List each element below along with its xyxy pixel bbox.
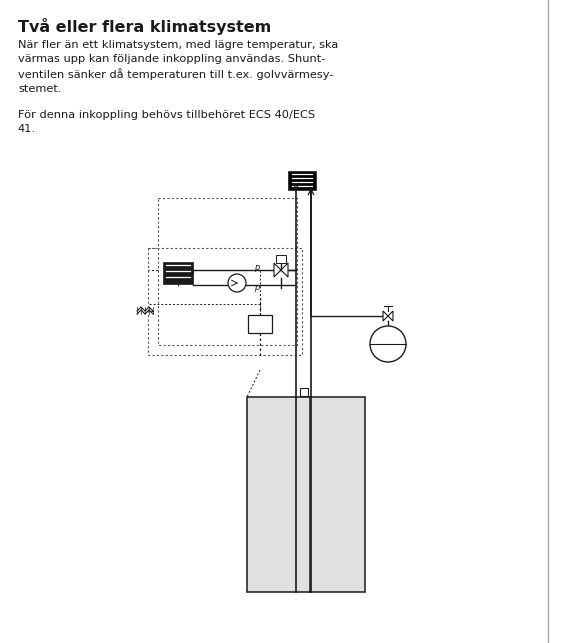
- Polygon shape: [274, 263, 281, 277]
- Polygon shape: [388, 311, 393, 321]
- Circle shape: [228, 274, 246, 292]
- Polygon shape: [281, 263, 288, 277]
- Bar: [276, 255, 286, 263]
- Bar: [288, 171, 316, 190]
- Bar: [163, 262, 193, 284]
- Text: p: p: [255, 282, 260, 291]
- Bar: [300, 388, 308, 396]
- Text: Två eller flera klimatsystem: Två eller flera klimatsystem: [18, 18, 271, 35]
- Bar: [247, 397, 365, 592]
- Text: p: p: [255, 264, 260, 273]
- Circle shape: [370, 326, 406, 362]
- Text: När fler än ett klimatsystem, med lägre temperatur, ska
värmas upp kan följande : När fler än ett klimatsystem, med lägre …: [18, 40, 338, 94]
- Polygon shape: [383, 311, 388, 321]
- Bar: [248, 315, 272, 333]
- Text: För denna inkoppling behövs tillbehöret ECS 40/ECS
41.: För denna inkoppling behövs tillbehöret …: [18, 110, 315, 134]
